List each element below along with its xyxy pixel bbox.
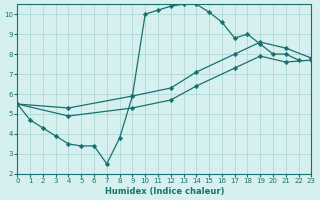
X-axis label: Humidex (Indice chaleur): Humidex (Indice chaleur) [105, 187, 224, 196]
